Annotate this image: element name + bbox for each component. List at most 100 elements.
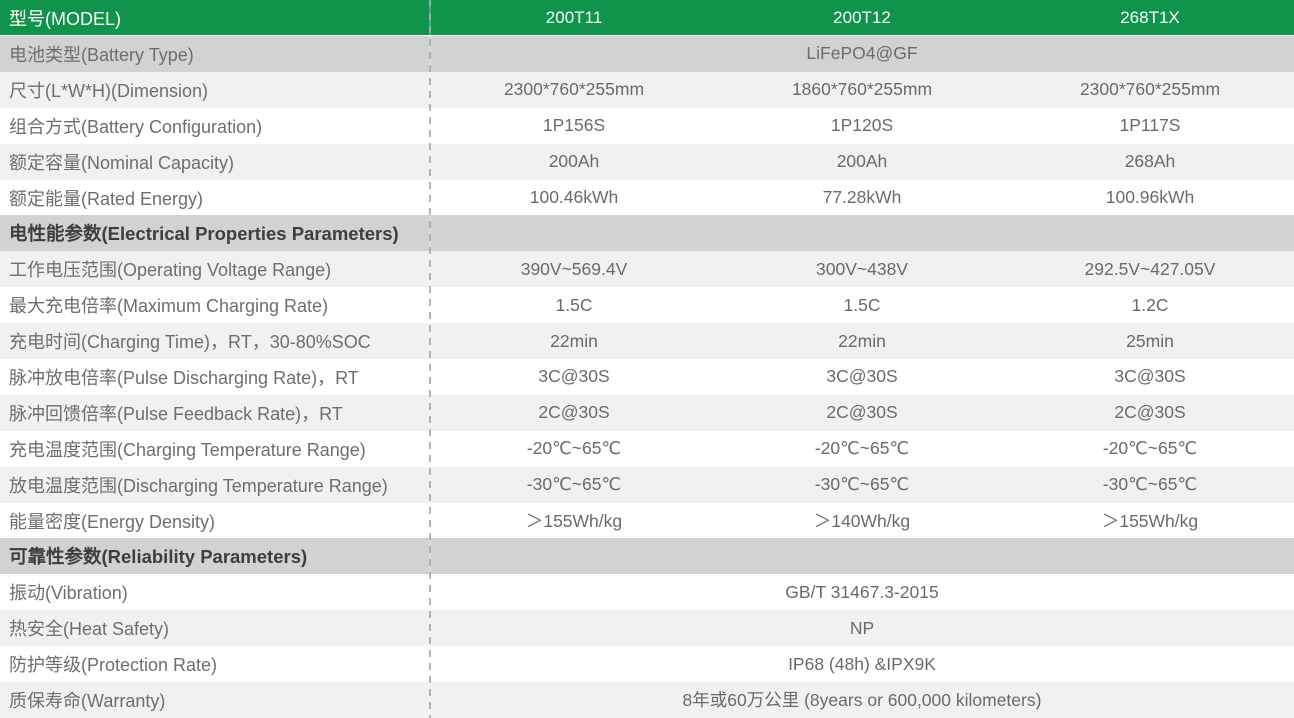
table-row: 脉冲回馈倍率(Pulse Feedback Rate)，RT 2C@30S 2C@3… <box>0 394 1294 431</box>
table-row: 放电温度范围(Discharging Temperature Range) -30… <box>0 466 1294 503</box>
value-cell: 2300*760*255mm <box>503 79 645 100</box>
row-label: 电池类型(Battery Type) <box>9 44 194 65</box>
table-row: 脉冲放电倍率(Pulse Discharging Rate)，RT 3C@30S 3… <box>0 359 1294 395</box>
value-cell: 3C@30S <box>1114 366 1186 387</box>
row-label: 脉冲回馈倍率(Pulse Feedback Rate)，RT <box>9 403 343 424</box>
table-row: 最大充电倍率(Maximum Charging Rate) 1.5C 1.5C 1.2… <box>0 287 1294 324</box>
value-cell: 200Ah <box>548 151 600 172</box>
table-row: 电池类型(Battery Type) LiFePO4@GF <box>0 36 1294 72</box>
value-cell: 3C@30S <box>538 366 610 387</box>
row-values: 8年或60万公里 (8years or 600,000 kilometers) <box>430 682 1294 718</box>
table-row: 充电温度范围(Charging Temperature Range) -20℃~6… <box>0 430 1294 467</box>
model-column-header-3: 268T1X <box>1120 7 1180 27</box>
row-values: 3C@30S 3C@30S 3C@30S <box>430 359 1294 395</box>
table-row: 组合方式(Battery Configuration) 1P156S 1P120S 1… <box>0 107 1294 144</box>
value-cell: 100.96kWh <box>1105 187 1195 207</box>
table-row: 能量密度(Energy Density) ＞155Wh/kg ＞140Wh/kg ＞1… <box>0 502 1294 539</box>
row-values: 2300*760*255mm 1860*760*255mm 2300*760*255… <box>430 72 1294 108</box>
value-cell: 300V~438V <box>816 258 908 279</box>
table-row: 额定容量(Nominal Capacity) 200Ah 200Ah 268Ah <box>0 143 1294 180</box>
row-values: 200Ah 200Ah 268Ah <box>430 144 1294 180</box>
value-cell: 2C@30S <box>1114 402 1186 423</box>
row-label: 额定容量(Nominal Capacity) <box>9 152 235 173</box>
span-value-cell: IP68 (48h) &IPX9K <box>788 653 936 674</box>
value-cell: 25min <box>1126 330 1174 351</box>
row-values: 2C@30S 2C@30S 2C@30S <box>430 395 1294 431</box>
value-cell: 22min <box>838 330 886 351</box>
row-label: 质保寿命(Warranty) <box>9 690 166 711</box>
row-values: 390V~569.4V 300V~438V 292.5V~427.05V <box>430 251 1294 287</box>
row-label: 充电温度范围(Charging Temperature Range) <box>9 439 366 460</box>
row-values: ＞155Wh/kg ＞140Wh/kg ＞155Wh/kg <box>430 503 1294 539</box>
table-row: 工作电压范围(Operating Voltage Range) 390V~569.… <box>0 251 1294 288</box>
row-values: 22min 22min 25min <box>430 323 1294 359</box>
table-header-row: 型号(MODEL) 200T11 200T12 268T1X <box>0 0 1294 36</box>
row-values: -30℃~65℃ -30℃~65℃ -30℃~65℃ <box>430 467 1294 503</box>
value-cell: 1.5C <box>843 294 881 315</box>
row-label: 脉冲放电倍率(Pulse Discharging Rate)，RT <box>9 367 359 388</box>
row-values: 100.46kWh 77.28kWh 100.96kWh <box>430 180 1294 216</box>
value-cell: 1P117S <box>1119 115 1181 136</box>
row-values: IP68 (48h) &IPX9K <box>430 646 1294 682</box>
row-label: 热安全(Heat Safety) <box>9 619 170 640</box>
table-row: 尺寸(L*W*H)(Dimension) 2300*760*255mm 1860*7… <box>0 71 1294 108</box>
row-values: LiFePO4@GF <box>430 36 1294 72</box>
span-value-cell: LiFePO4@GF <box>806 43 918 64</box>
table-body: 电池类型(Battery Type) LiFePO4@GF 尺寸(L*W*H)(Di… <box>0 36 1294 718</box>
value-cell: 292.5V~427.05V <box>1084 258 1216 279</box>
value-cell: 100.46kWh <box>529 187 619 207</box>
value-cell: ＞140Wh/kg <box>813 511 911 532</box>
value-cell: 268Ah <box>1124 151 1176 172</box>
row-label: 尺寸(L*W*H)(Dimension) <box>9 80 209 101</box>
span-value-cell: GB/T 31467.3-2015 <box>785 581 939 602</box>
value-cell: 2300*760*255mm <box>1079 79 1221 100</box>
value-cell: 77.28kWh <box>822 187 902 207</box>
row-label: 充电时间(Charging Time)，RT，30-80%SOC <box>9 332 371 353</box>
table-row: 防护等级(Protection Rate) IP68 (48h) &IPX9K <box>0 646 1294 683</box>
row-values: 1P156S 1P120S 1P117S <box>430 108 1294 144</box>
value-cell: 1P120S <box>830 115 894 136</box>
row-label: 防护等级(Protection Rate) <box>9 655 218 676</box>
value-cell: ＞155Wh/kg <box>1101 511 1199 532</box>
value-cell: 2C@30S <box>538 402 610 423</box>
section-header-row: 可靠性参数(Reliability Parameters) <box>0 538 1294 575</box>
table-row: 热安全(Heat Safety) NP <box>0 610 1294 647</box>
table-row: 充电时间(Charging Time)，RT，30-80%SOC 22min 22m… <box>0 323 1294 360</box>
model-header-values: 200T11 200T12 268T1X <box>430 0 1294 35</box>
table-row: 额定能量(Rated Energy) 100.46kWh 77.28kWh 100.9… <box>0 179 1294 216</box>
value-cell: 200Ah <box>836 151 888 172</box>
row-label: 最大充电倍率(Maximum Charging Rate) <box>9 296 329 317</box>
model-column-header-1: 200T11 <box>545 7 603 27</box>
model-column-header-2: 200T12 <box>833 7 891 27</box>
row-values: 1.5C 1.5C 1.2C <box>430 287 1294 323</box>
value-cell: 2C@30S <box>826 402 898 423</box>
value-cell: 1P156S <box>542 115 606 136</box>
table-row: 振动(Vibration) GB/T 31467.3-2015 <box>0 574 1294 611</box>
value-cell: -30℃~65℃ <box>526 474 622 495</box>
table-row: 质保寿命(Warranty) 8年或60万公里 (8years or 600,00… <box>0 682 1294 718</box>
span-value-cell: 8年或60万公里 (8years or 600,000 kilometers) <box>682 690 1042 711</box>
value-cell: 390V~569.4V <box>520 258 628 279</box>
row-values: GB/T 31467.3-2015 <box>430 574 1294 610</box>
value-cell: 22min <box>550 330 598 351</box>
value-cell: -20℃~65℃ <box>814 438 910 459</box>
row-label: 组合方式(Battery Configuration) <box>9 116 263 137</box>
value-cell: -30℃~65℃ <box>814 474 910 495</box>
value-cell: -20℃~65℃ <box>526 438 622 459</box>
value-cell: 3C@30S <box>826 366 898 387</box>
section-title: 电性能参数(Electrical Properties Parameters) <box>9 223 399 245</box>
row-label: 额定能量(Rated Energy) <box>9 188 204 209</box>
row-label: 放电温度范围(Discharging Temperature Range) <box>9 475 388 496</box>
row-label: 振动(Vibration) <box>9 583 128 604</box>
section-header-row: 电性能参数(Electrical Properties Parameters) <box>0 215 1294 252</box>
span-value-cell: NP <box>849 617 875 638</box>
value-cell: 1.2C <box>1131 294 1169 315</box>
row-label: 工作电压范围(Operating Voltage Range) <box>9 260 332 281</box>
section-title: 可靠性参数(Reliability Parameters) <box>9 546 308 568</box>
value-cell: -20℃~65℃ <box>1102 438 1198 459</box>
model-header-cell: 型号(MODEL) <box>9 8 121 29</box>
value-cell: 1.5C <box>555 294 593 315</box>
value-cell: 1860*760*255mm <box>791 79 933 100</box>
row-values: NP <box>430 610 1294 646</box>
